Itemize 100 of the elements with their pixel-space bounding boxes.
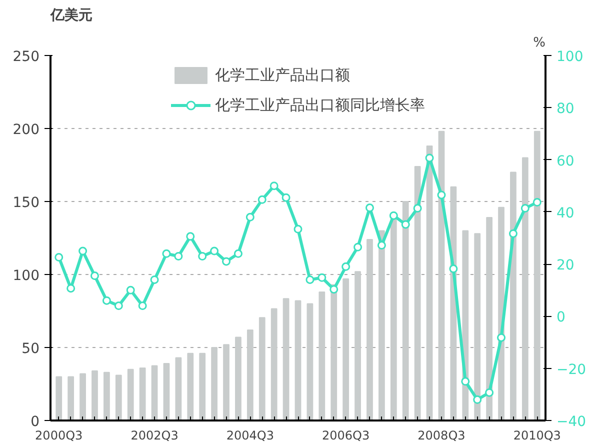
bar (354, 271, 361, 420)
point (461, 377, 470, 386)
y-tick-label: 250 (12, 49, 40, 65)
x-tick-label: 2006Q3 (322, 428, 370, 442)
bar (474, 233, 481, 420)
bar (294, 300, 302, 420)
y-tick-label: 100 (12, 268, 40, 284)
y-tick-label: 150 (12, 195, 40, 211)
point (330, 285, 338, 294)
x-tick-label: 2002Q3 (130, 428, 178, 442)
bar (318, 292, 326, 420)
point (138, 302, 147, 310)
bar (235, 336, 242, 420)
bar (510, 172, 516, 420)
bar (175, 357, 182, 420)
bar (151, 365, 158, 420)
point (282, 193, 290, 202)
y2-tick-label: 80 (556, 101, 574, 118)
bar (246, 329, 254, 420)
bar (390, 218, 397, 420)
point (413, 204, 422, 213)
bar (115, 374, 122, 420)
point (198, 252, 207, 260)
point (425, 154, 434, 162)
bar (522, 157, 528, 420)
point (377, 241, 386, 250)
bar (139, 367, 146, 420)
bar (282, 298, 290, 420)
point (473, 395, 482, 404)
point (66, 284, 76, 293)
point (162, 249, 171, 258)
bar (342, 278, 350, 420)
y2-tick-label: 60 (556, 153, 574, 170)
point (342, 262, 350, 271)
point (508, 229, 518, 238)
point (114, 302, 123, 310)
y2-tick-label: 0 (556, 310, 566, 326)
point (449, 264, 458, 274)
bar (306, 303, 314, 420)
bar (92, 370, 98, 420)
y2-tick-label: 20 (556, 258, 574, 274)
point (520, 204, 530, 213)
x-tick-label: 2010Q3 (513, 428, 561, 442)
x-tick-label: 2000Q3 (35, 428, 83, 442)
bar (68, 376, 74, 420)
bar (223, 344, 230, 420)
point (186, 232, 195, 241)
bar (163, 363, 170, 420)
point (174, 252, 183, 260)
bar (127, 368, 134, 420)
point (210, 246, 219, 256)
bar (486, 217, 492, 420)
point (318, 273, 326, 282)
point (532, 198, 542, 207)
y2-tick-label: −40 (556, 414, 586, 430)
point (90, 272, 99, 280)
point (78, 246, 88, 256)
x-tick-label: 2004Q3 (226, 428, 274, 442)
bar (104, 372, 110, 420)
bar (211, 347, 218, 420)
point (497, 333, 506, 342)
point (485, 388, 494, 397)
point (401, 220, 410, 229)
point (389, 211, 398, 220)
bar (80, 373, 86, 420)
y-tick-label: 200 (12, 122, 40, 138)
bar (187, 352, 194, 420)
y-axis-title: 亿美元 (50, 6, 92, 24)
y2-axis-title: % (533, 36, 546, 50)
bar (366, 238, 373, 420)
y-tick-label: 0 (30, 414, 40, 430)
point (246, 212, 254, 222)
point (234, 249, 242, 258)
y2-tick-label: 100 (556, 49, 584, 65)
bar (402, 201, 409, 420)
bar (534, 130, 540, 420)
point (102, 296, 111, 305)
legend-label: 化学工业产品出口额 (215, 66, 350, 84)
bar (56, 376, 62, 420)
point (222, 257, 231, 266)
bar (330, 284, 338, 420)
legend-label: 化学工业产品出口额同比增长率 (215, 96, 425, 114)
x-tick-label: 2008Q3 (418, 428, 466, 442)
point (365, 204, 374, 212)
bar (270, 308, 278, 420)
point (437, 190, 446, 200)
bar (258, 317, 266, 420)
point (258, 195, 266, 204)
bar (414, 166, 421, 420)
point (126, 286, 135, 294)
bar (199, 352, 206, 420)
point (354, 242, 362, 252)
y2-tick-label: −20 (556, 362, 586, 378)
y2-tick-label: 40 (556, 205, 574, 222)
y-tick-label: 50 (22, 341, 40, 357)
point (150, 275, 159, 284)
point (54, 253, 64, 262)
point (270, 182, 278, 190)
point (294, 224, 302, 234)
bar (378, 230, 385, 420)
